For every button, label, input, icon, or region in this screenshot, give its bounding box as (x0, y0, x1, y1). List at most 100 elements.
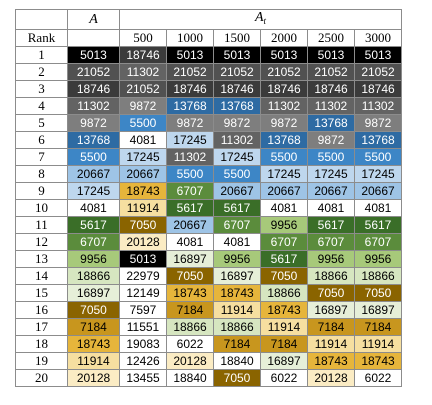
a-cell: 21052 (67, 63, 120, 81)
header-threshold: 500 (119, 29, 167, 47)
at-cell: 9872 (213, 114, 261, 132)
header-threshold: 2500 (307, 29, 355, 47)
at-cell: 13768 (166, 97, 214, 115)
at-cell: 5500 (354, 148, 402, 166)
at-cell: 5500 (119, 114, 167, 132)
at-cell: 7597 (119, 301, 167, 319)
a-cell: 9872 (67, 114, 120, 132)
header-a: A (67, 9, 120, 30)
at-cell: 18866 (166, 318, 214, 336)
header-a-empty (67, 29, 120, 47)
at-cell: 13768 (213, 97, 261, 115)
at-cell: 18743 (307, 352, 355, 370)
rank-cell: 16 (15, 301, 68, 319)
at-cell: 11551 (119, 318, 167, 336)
at-cell: 7050 (119, 216, 167, 234)
at-cell: 7050 (166, 267, 214, 285)
at-cell: 9956 (354, 250, 402, 268)
at-cell: 6707 (260, 233, 308, 251)
at-cell: 5617 (260, 250, 308, 268)
at-cell: 11914 (213, 301, 261, 319)
at-cell: 16897 (213, 267, 261, 285)
at-cell: 17245 (260, 165, 308, 183)
at-cell: 7184 (260, 335, 308, 353)
rank-cell: 10 (15, 199, 68, 217)
at-cell: 5013 (213, 46, 261, 64)
at-cell: 18746 (307, 80, 355, 98)
at-cell: 6707 (307, 233, 355, 251)
at-cell: 9872 (260, 114, 308, 132)
table-body: 1 5013 18746 5013 5013 5013 5013 5013 2 21052 1130… (15, 46, 402, 387)
a-cell: 20667 (67, 165, 120, 183)
at-cell: 9956 (213, 250, 261, 268)
table-row: 18 18743 19083 6022 7184 7184 11914 11914 (15, 335, 402, 353)
rank-cell: 14 (15, 267, 68, 285)
at-cell: 18866 (260, 284, 308, 302)
at-cell: 6707 (213, 216, 261, 234)
rank-cell: 17 (15, 318, 68, 336)
a-cell: 18743 (67, 335, 120, 353)
at-cell: 20128 (307, 369, 355, 387)
at-cell: 18746 (354, 80, 402, 98)
rank-cell: 4 (15, 97, 68, 115)
at-cell: 18743 (166, 284, 214, 302)
at-cell: 5013 (307, 46, 355, 64)
at-cell: 4081 (213, 233, 261, 251)
at-cell: 13768 (354, 131, 402, 149)
at-cell: 17245 (119, 148, 167, 166)
at-cell: 7050 (260, 267, 308, 285)
at-cell: 17245 (354, 165, 402, 183)
at-cell: 16897 (260, 352, 308, 370)
at-cell: 6707 (354, 233, 402, 251)
at-cell: 16897 (307, 301, 355, 319)
at-cell: 5500 (260, 148, 308, 166)
at-cell: 21052 (213, 63, 261, 81)
at-cell: 5617 (307, 216, 355, 234)
a-cell: 18746 (67, 80, 120, 98)
at-cell: 20667 (260, 182, 308, 200)
table-row: 11 5617 7050 20667 6707 9956 5617 5617 (15, 216, 402, 234)
rank-cell: 7 (15, 148, 68, 166)
rank-table: A At Rank 500 1000 1500 2000 2500 3000 1… (15, 9, 402, 387)
at-cell: 11914 (307, 335, 355, 353)
at-cell: 11914 (119, 199, 167, 217)
at-cell: 18840 (166, 369, 214, 387)
rank-cell: 13 (15, 250, 68, 268)
rank-cell: 3 (15, 80, 68, 98)
at-cell: 11914 (354, 335, 402, 353)
at-cell: 5617 (166, 199, 214, 217)
header-row-symbols: A At (15, 9, 402, 30)
rank-cell: 9 (15, 182, 68, 200)
at-cell: 11302 (119, 63, 167, 81)
table-row: 10 4081 11914 5617 5617 4081 4081 4081 (15, 199, 402, 217)
table-row: 12 6707 20128 4081 4081 6707 6707 6707 (15, 233, 402, 251)
at-cell: 7184 (166, 301, 214, 319)
at-cell: 18746 (213, 80, 261, 98)
at-cell: 9956 (307, 250, 355, 268)
table-row: 1 5013 18746 5013 5013 5013 5013 5013 (15, 46, 402, 64)
a-cell: 5617 (67, 216, 120, 234)
at-cell: 7184 (354, 318, 402, 336)
at-cell: 18743 (119, 182, 167, 200)
a-cell: 18866 (67, 267, 120, 285)
at-cell: 12426 (119, 352, 167, 370)
at-cell: 4081 (354, 199, 402, 217)
at-cell: 11302 (307, 97, 355, 115)
at-cell: 21052 (166, 63, 214, 81)
table-row: 13 9956 5013 16897 9956 5617 9956 9956 (15, 250, 402, 268)
at-cell: 20667 (307, 182, 355, 200)
rank-cell: 15 (15, 284, 68, 302)
table-row: 4 11302 9872 13768 13768 11302 11302 11302 (15, 97, 402, 115)
at-cell: 20667 (213, 182, 261, 200)
rank-cell: 18 (15, 335, 68, 353)
table-row: 19 11914 12426 20128 18840 16897 18743 18743 (15, 352, 402, 370)
at-cell: 7050 (354, 284, 402, 302)
at-cell: 11914 (260, 318, 308, 336)
at-cell: 6707 (166, 182, 214, 200)
at-cell: 9872 (119, 97, 167, 115)
at-cell: 7184 (213, 335, 261, 353)
at-cell: 20128 (119, 233, 167, 251)
at-cell: 13768 (260, 131, 308, 149)
at-cell: 6022 (166, 335, 214, 353)
table-row: 3 18746 21052 18746 18746 18746 18746 18746 (15, 80, 402, 98)
